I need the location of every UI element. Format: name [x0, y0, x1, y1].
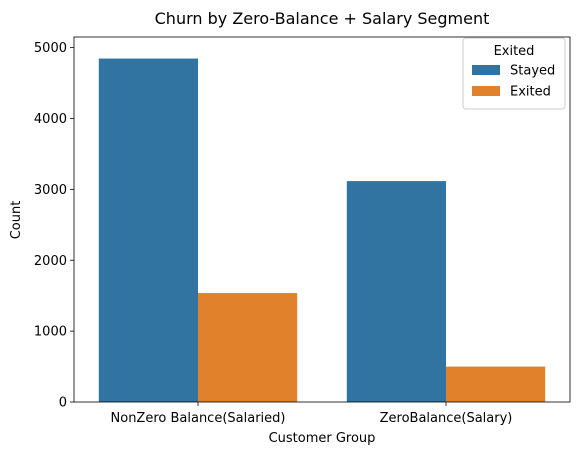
plot-area: 0 1000 2000 3000 4000 5000 NonZero Balance(Sal…: [34, 36, 571, 426]
y-tick-label: 1000: [34, 325, 67, 340]
bar-stayed-1: [98, 58, 198, 403]
bar-exited-1: [198, 293, 298, 402]
legend: Exited Stayed Exited: [462, 37, 566, 110]
x-axis-label: Customer Group: [269, 431, 376, 446]
chart-title: Churn by Zero-Balance + Salary Segment: [155, 9, 490, 28]
axes-frame: [73, 36, 571, 403]
y-tick-label: 2000: [34, 254, 67, 269]
y-tick-label: 3000: [34, 183, 67, 198]
x-tick-label: NonZero Balance(Salaried): [111, 411, 286, 426]
bar-stayed-2: [346, 181, 446, 402]
bar-exited-2: [446, 366, 546, 402]
y-axis-label: Count: [9, 201, 24, 240]
legend-swatch-exited: [472, 86, 500, 96]
y-tick-label: 4000: [34, 112, 67, 127]
legend-label-stayed: Stayed: [510, 64, 555, 79]
x-tick-label: ZeroBalance(Salary): [380, 411, 513, 426]
y-tick-label: 0: [59, 396, 67, 411]
legend-title: Exited: [494, 44, 535, 59]
y-tick-label: 5000: [34, 41, 67, 56]
legend-swatch-stayed: [472, 65, 500, 75]
legend-label-exited: Exited: [510, 85, 551, 100]
